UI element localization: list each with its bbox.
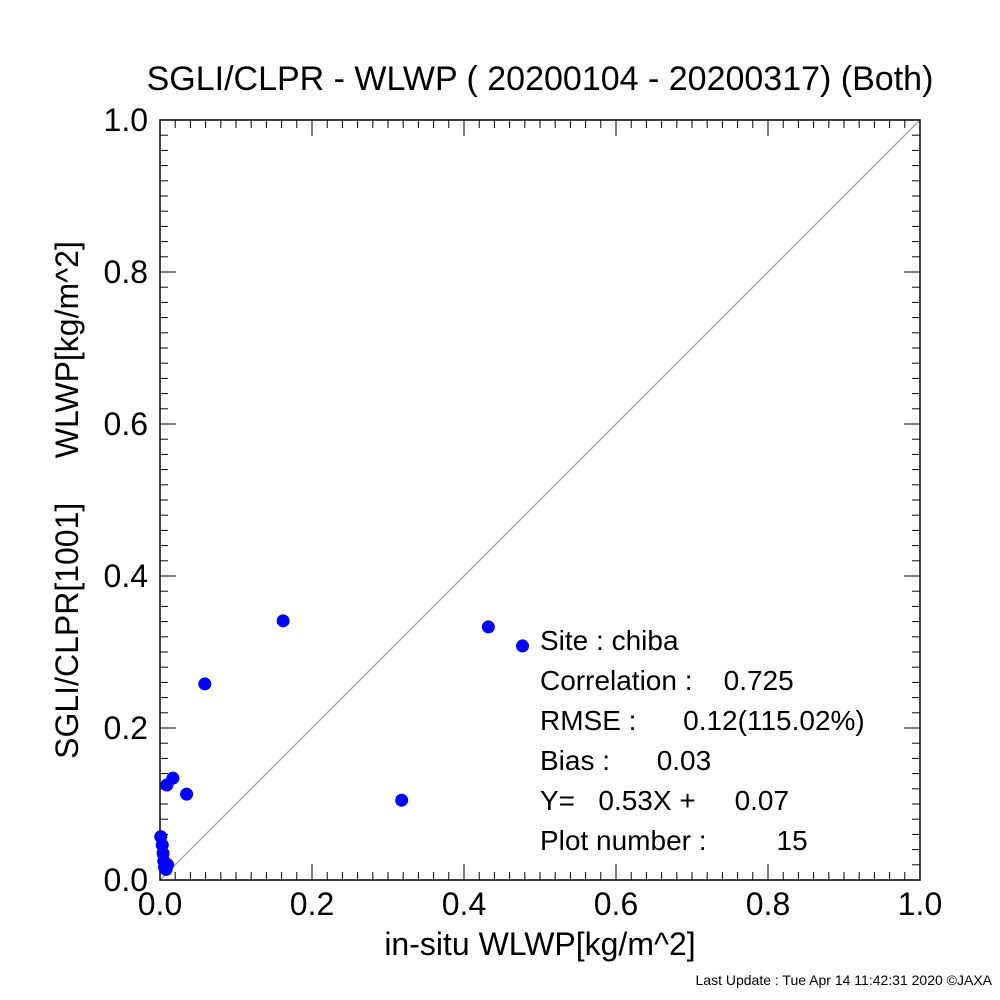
stats-line: Plot number : 15 <box>540 825 808 856</box>
y-tick-label: 1.0 <box>104 102 148 138</box>
axis-ticks <box>159 119 921 881</box>
footer-text: Last Update : Tue Apr 14 11:42:31 2020 ©… <box>696 972 993 988</box>
x-tick-label: 0.8 <box>746 886 790 922</box>
reference-line <box>159 119 921 881</box>
x-tick-label: 0.2 <box>290 886 334 922</box>
stats-line: Site : chiba <box>540 625 679 656</box>
y-tick-label: 0.0 <box>104 862 148 898</box>
stats-line: Bias : 0.03 <box>540 745 711 776</box>
stats-annotation: Site : chiba Correlation : 0.725 RMSE : 0.… <box>540 625 865 856</box>
data-point <box>481 620 495 634</box>
stats-line: Correlation : 0.725 <box>540 665 794 696</box>
x-tick-label: 0.0 <box>138 886 182 922</box>
data-point <box>395 793 409 807</box>
y-tick-label: 0.6 <box>104 406 148 442</box>
data-point <box>161 858 175 872</box>
x-axis-label: in-situ WLWP[kg/m^2] <box>384 926 695 962</box>
stats-line: Y= 0.53X + 0.07 <box>540 785 789 816</box>
x-tick-label: 0.4 <box>442 886 486 922</box>
data-point <box>198 677 212 691</box>
x-tick-label: 0.6 <box>594 886 638 922</box>
data-point <box>180 787 194 801</box>
y-axis-label: SGLI/CLPR[1001] WLWP[kg/m^2] <box>49 241 85 759</box>
plot-area: 0.0 0.2 0.4 0.6 0.8 1.0 0.0 0.2 0.4 0.6 0.8 1.0 <box>104 102 943 922</box>
chart-title: SGLI/CLPR - WLWP ( 20200104 - 20200317) … <box>147 60 934 98</box>
data-point <box>276 614 290 628</box>
x-tick-label: 1.0 <box>898 886 942 922</box>
data-point <box>166 771 180 785</box>
plot-frame <box>159 119 921 881</box>
y-tick-label: 0.8 <box>104 254 148 290</box>
data-point <box>516 639 530 653</box>
y-tick-label: 0.2 <box>104 710 148 746</box>
stats-line: RMSE : 0.12(115.02%) <box>540 705 865 736</box>
y-tick-label: 0.4 <box>104 558 148 594</box>
